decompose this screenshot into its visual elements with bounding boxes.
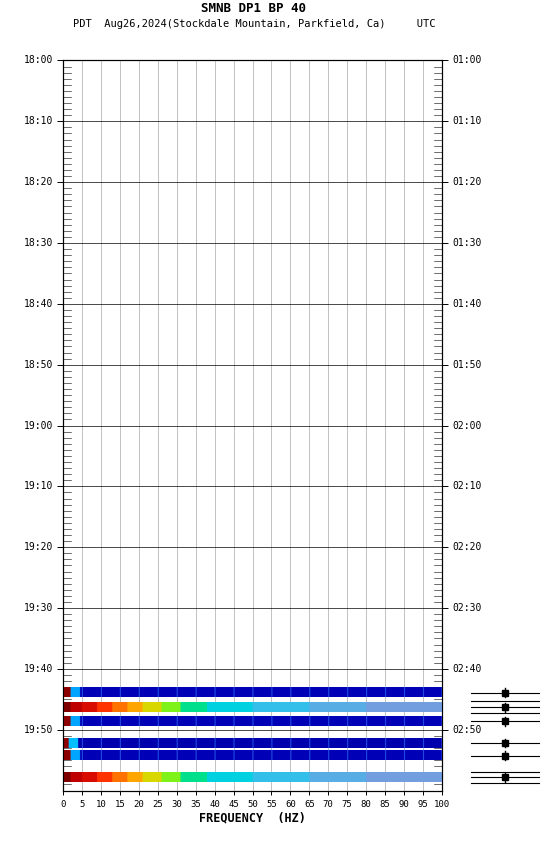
Text: PDT  Aug26,2024(Stockdale Mountain, Parkfield, Ca)     UTC: PDT Aug26,2024(Stockdale Mountain, Parkf… bbox=[73, 19, 435, 29]
X-axis label: FREQUENCY  (HZ): FREQUENCY (HZ) bbox=[199, 811, 306, 824]
Text: SMNB DP1 BP 40: SMNB DP1 BP 40 bbox=[201, 3, 306, 16]
